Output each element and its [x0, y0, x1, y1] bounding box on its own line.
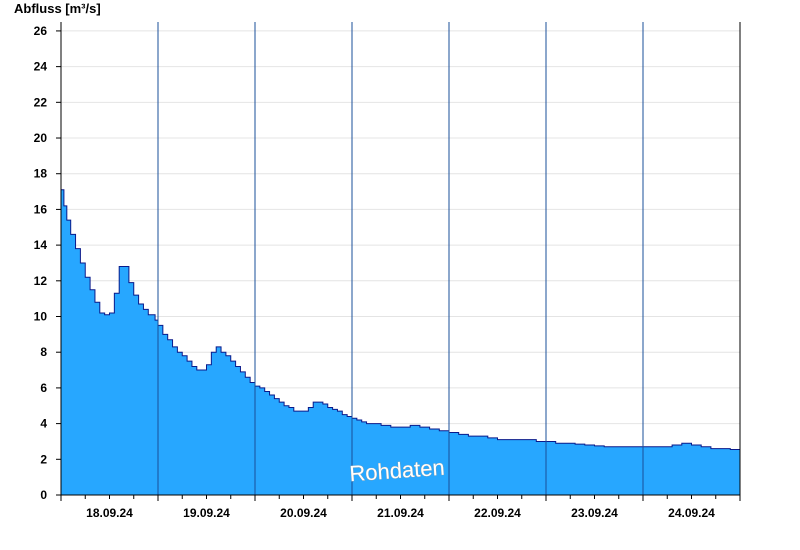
y-tick-label-10: 10 — [34, 310, 48, 324]
y-axis-label: Abfluss [m³/s] — [14, 1, 101, 16]
y-tick-label-12: 12 — [34, 274, 48, 288]
x-tick-label-5: 23.09.24 — [571, 506, 618, 520]
y-tick-label-4: 4 — [40, 417, 47, 431]
x-tick-label-1: 19.09.24 — [183, 506, 230, 520]
x-tick-label-2: 20.09.24 — [280, 506, 327, 520]
y-tick-label-14: 14 — [34, 238, 48, 252]
y-tick-label-16: 16 — [34, 202, 48, 216]
y-tick-label-26: 26 — [34, 24, 48, 38]
x-tick-label-0: 18.09.24 — [86, 506, 133, 520]
y-tick-label-8: 8 — [40, 345, 47, 359]
x-axis-ticks: 18.09.24 19.09.24 20.09.24 21.09.24 22.09.24… — [60, 495, 741, 520]
y-tick-label-24: 24 — [34, 60, 48, 74]
y-tick-label-0: 0 — [40, 488, 47, 502]
x-tick-label-6: 24.09.24 — [668, 506, 715, 520]
y-tick-label-6: 6 — [40, 381, 47, 395]
y-tick-label-22: 22 — [34, 95, 48, 109]
y-tick-label-18: 18 — [34, 167, 48, 181]
day-separators — [157, 22, 644, 495]
y-tick-label-2: 2 — [40, 452, 47, 466]
x-tick-label-4: 22.09.24 — [474, 506, 521, 520]
discharge-line — [61, 189, 741, 451]
discharge-area — [61, 189, 740, 495]
y-tick-label-20: 20 — [34, 131, 48, 145]
x-tick-label-3: 21.09.24 — [377, 506, 424, 520]
